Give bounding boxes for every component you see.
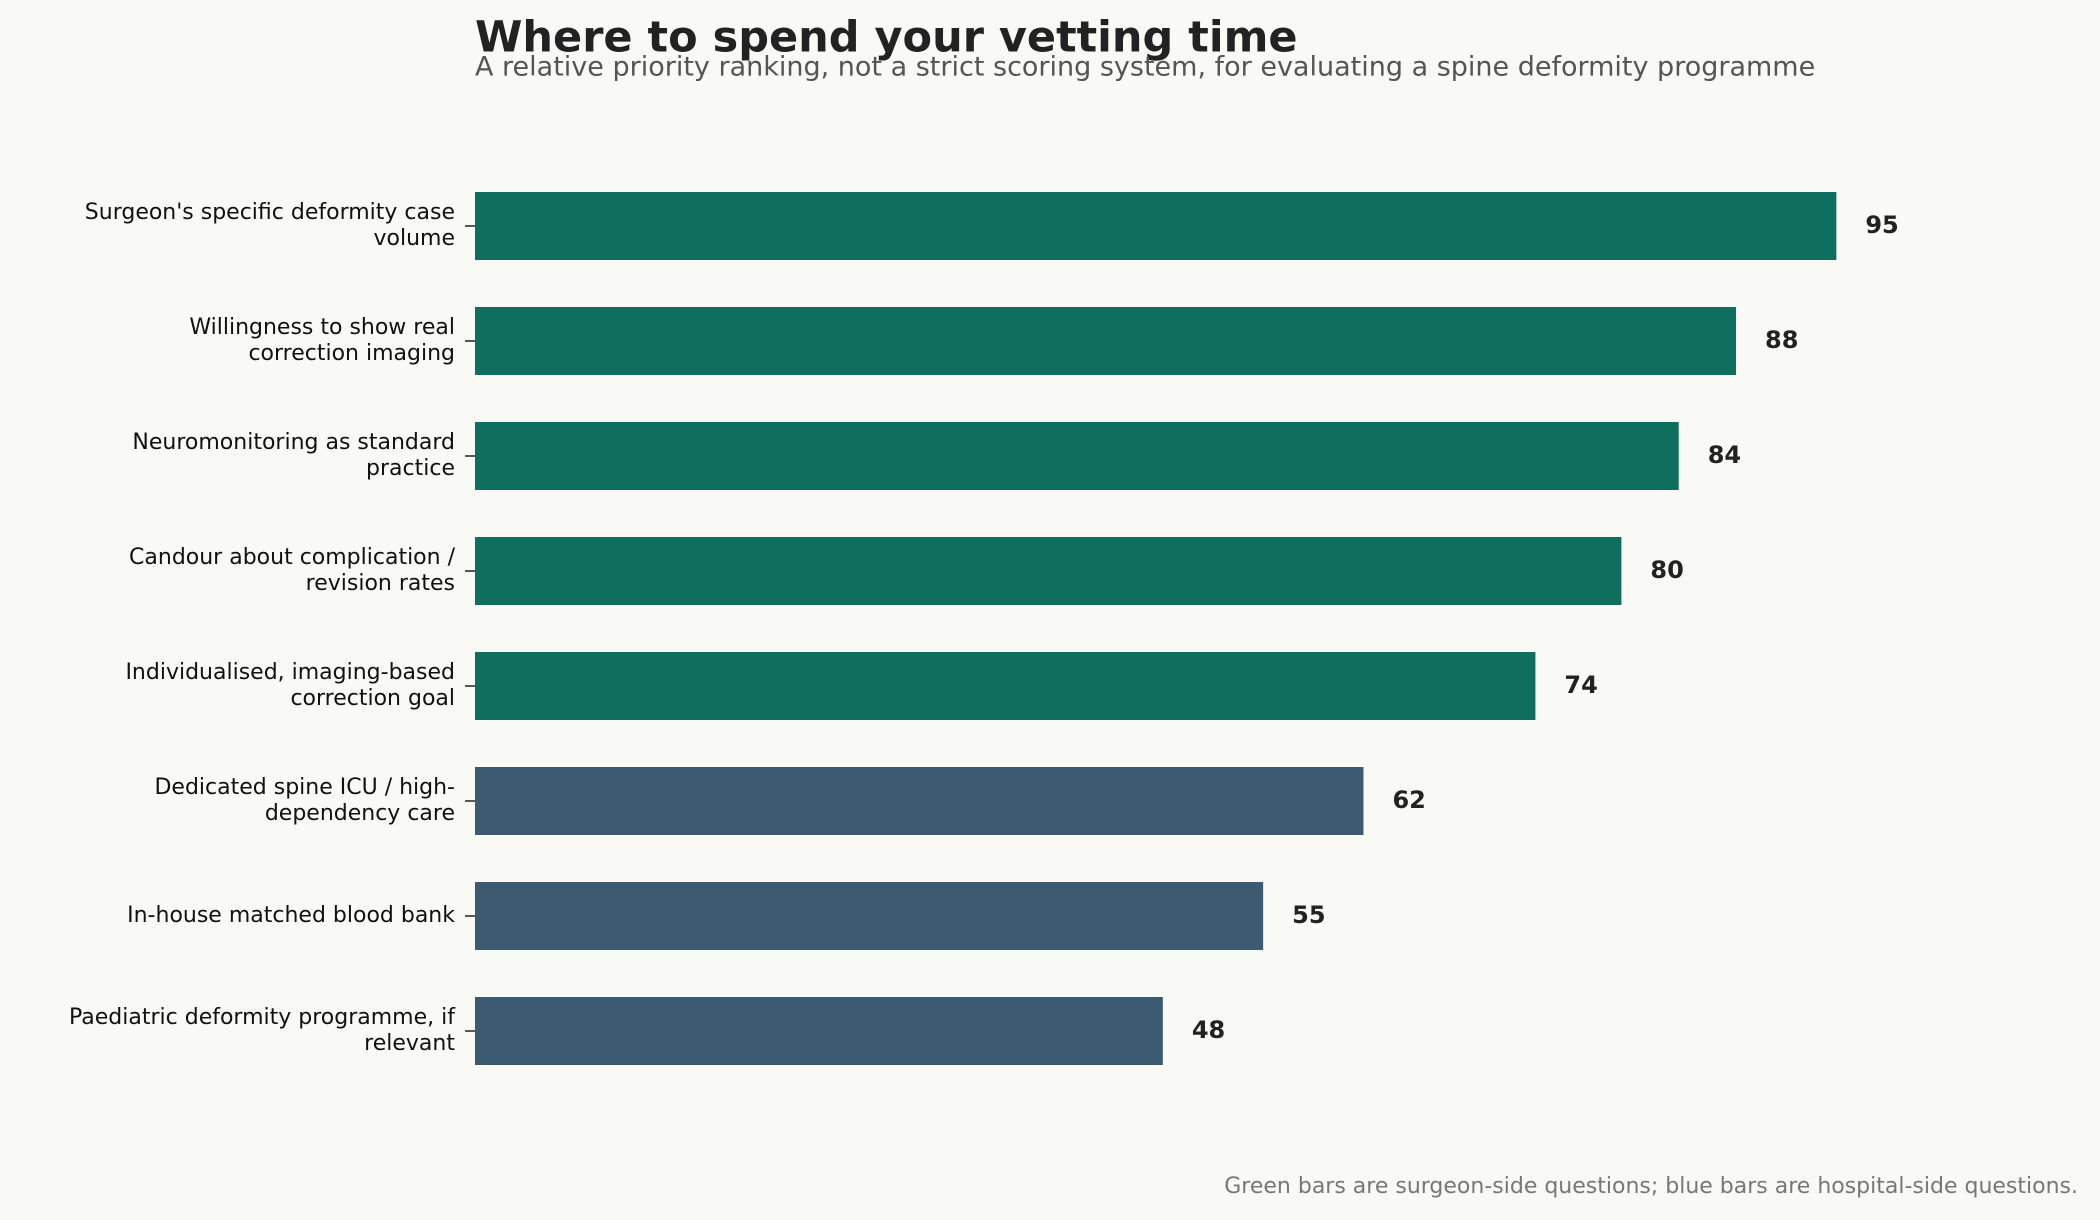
chart-title: Where to spend your vetting time bbox=[475, 13, 1298, 63]
y-tick-label: Individualised, imaging-based correction … bbox=[125, 660, 455, 711]
y-tick-label: Willingness to show real correction imagi… bbox=[189, 315, 455, 366]
bar bbox=[475, 422, 1679, 490]
y-tick-label: Paediatric deformity programme, if releva… bbox=[69, 1005, 456, 1056]
bar bbox=[475, 997, 1163, 1065]
value-label: 80 bbox=[1650, 556, 1683, 584]
bar bbox=[475, 307, 1737, 375]
bar bbox=[475, 767, 1364, 835]
bar bbox=[475, 537, 1622, 605]
y-tick-label: Dedicated spine ICU / high-dependency ca… bbox=[154, 775, 455, 826]
value-label: 84 bbox=[1708, 441, 1741, 469]
y-tick-label: Neuromonitoring as standard practice bbox=[132, 430, 455, 481]
y-tick-label: In-house matched blood bank bbox=[127, 903, 455, 928]
value-label: 88 bbox=[1765, 326, 1798, 354]
value-label: 95 bbox=[1865, 211, 1898, 239]
caption: Green bars are surgeon-side questions; b… bbox=[1224, 1174, 2078, 1199]
y-tick-label: Surgeon's specific deformity case volume bbox=[85, 200, 455, 251]
value-label: 62 bbox=[1392, 786, 1425, 814]
bar bbox=[475, 652, 1536, 720]
value-label: 55 bbox=[1292, 901, 1325, 929]
value-label: 48 bbox=[1192, 1016, 1225, 1044]
value-label: 74 bbox=[1564, 671, 1597, 699]
bar bbox=[475, 192, 1837, 260]
bar bbox=[475, 882, 1264, 950]
y-tick-label: Candour about complication / revision rat… bbox=[129, 545, 456, 596]
chart-subtitle: A relative priority ranking, not a stric… bbox=[475, 52, 1815, 83]
